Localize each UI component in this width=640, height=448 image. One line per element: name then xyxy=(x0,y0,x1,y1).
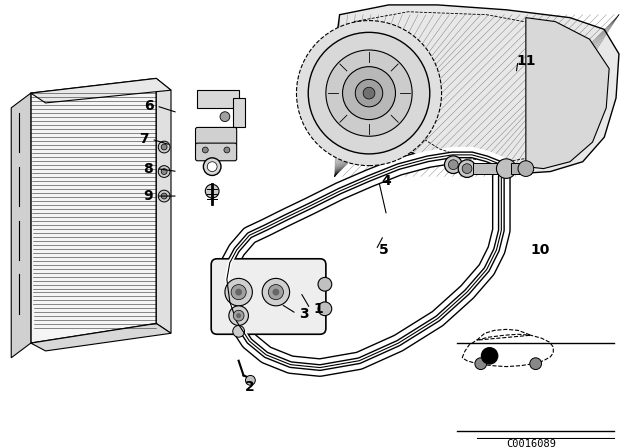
Bar xyxy=(233,98,244,127)
Circle shape xyxy=(246,375,255,385)
Text: 11: 11 xyxy=(516,54,536,68)
Circle shape xyxy=(229,306,248,325)
Text: 4: 4 xyxy=(382,174,392,188)
Circle shape xyxy=(363,87,375,99)
Text: C0016089: C0016089 xyxy=(506,439,556,448)
Circle shape xyxy=(481,347,499,365)
Polygon shape xyxy=(31,323,171,351)
Circle shape xyxy=(158,190,170,202)
Circle shape xyxy=(158,141,170,153)
Text: 10: 10 xyxy=(531,243,550,257)
Text: 1: 1 xyxy=(313,302,323,316)
Circle shape xyxy=(318,302,332,316)
Circle shape xyxy=(224,147,230,153)
Bar xyxy=(473,163,502,174)
Circle shape xyxy=(233,310,244,321)
Circle shape xyxy=(445,156,462,173)
Circle shape xyxy=(207,162,217,172)
Text: 7: 7 xyxy=(139,132,148,146)
Circle shape xyxy=(355,79,383,107)
Circle shape xyxy=(449,160,458,170)
Circle shape xyxy=(233,325,244,337)
Circle shape xyxy=(475,358,486,370)
Circle shape xyxy=(530,358,541,370)
Circle shape xyxy=(205,184,219,198)
Circle shape xyxy=(273,289,279,296)
Circle shape xyxy=(161,168,167,174)
Circle shape xyxy=(462,164,472,173)
Circle shape xyxy=(158,166,170,177)
Text: 5: 5 xyxy=(379,243,388,257)
Text: 8: 8 xyxy=(143,162,154,176)
Circle shape xyxy=(308,32,430,154)
Text: 9: 9 xyxy=(143,189,153,203)
FancyBboxPatch shape xyxy=(211,259,326,334)
Circle shape xyxy=(497,159,516,178)
Text: 2: 2 xyxy=(244,380,254,394)
FancyBboxPatch shape xyxy=(195,143,237,161)
Circle shape xyxy=(326,50,412,136)
Circle shape xyxy=(268,284,284,300)
Circle shape xyxy=(458,160,476,177)
Polygon shape xyxy=(31,78,156,343)
Circle shape xyxy=(202,147,208,153)
Circle shape xyxy=(161,144,167,150)
Bar xyxy=(511,163,531,174)
Circle shape xyxy=(342,67,396,120)
Text: 6: 6 xyxy=(143,99,153,113)
Polygon shape xyxy=(526,17,609,168)
Circle shape xyxy=(231,284,246,300)
Bar xyxy=(198,90,239,108)
Polygon shape xyxy=(12,93,31,358)
Circle shape xyxy=(204,158,221,176)
Circle shape xyxy=(318,277,332,291)
Circle shape xyxy=(296,21,442,166)
Circle shape xyxy=(161,193,167,199)
Circle shape xyxy=(220,112,230,121)
Circle shape xyxy=(518,161,534,177)
Polygon shape xyxy=(156,78,171,333)
Text: 3: 3 xyxy=(300,307,309,321)
Polygon shape xyxy=(335,5,619,174)
Polygon shape xyxy=(31,78,171,103)
Circle shape xyxy=(262,278,290,306)
Circle shape xyxy=(236,289,242,296)
Circle shape xyxy=(236,313,241,318)
FancyBboxPatch shape xyxy=(195,127,237,145)
Circle shape xyxy=(225,278,252,306)
